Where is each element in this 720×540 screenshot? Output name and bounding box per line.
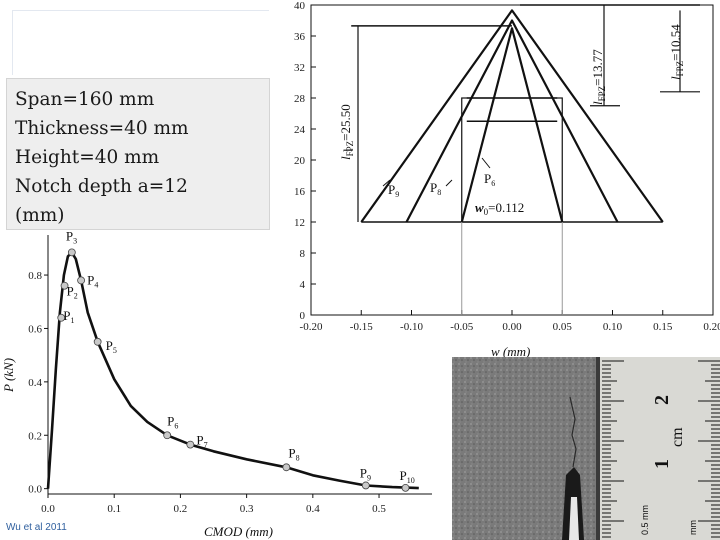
fpz-ytick-label: 4	[300, 279, 306, 291]
fpz-p8-pointer	[445, 179, 453, 187]
fpz-axes: -0.20 -0.15 -0.10 -0.05 0.00 0.05 0.10 0.15 0.20…	[294, 0, 720, 333]
fpz-ytick-label: 32	[294, 62, 305, 74]
pc-point-p2	[60, 281, 69, 290]
fpz-xtick-label: 0.00	[502, 321, 522, 333]
pc-point-label-p6: P6	[167, 413, 178, 430]
citation: Wu et al 2011	[6, 522, 67, 533]
height-label: Height=40 mm	[15, 147, 160, 168]
fpz-label-p8: P8	[430, 180, 441, 197]
fpz-series-p6	[460, 27, 564, 223]
load-cmod-curve	[46, 251, 419, 490]
ruler-label-cm: cm	[669, 427, 686, 447]
fpz-xtick-label: 0.10	[603, 321, 623, 333]
fpz-xtick-label: -0.20	[300, 321, 323, 333]
fpz-series-p9	[360, 9, 664, 223]
fpz-xlabel: w (mm)	[491, 344, 530, 359]
pc-point-p6	[163, 431, 172, 440]
fpz-series	[360, 9, 664, 223]
fpz-series-p8	[405, 19, 619, 223]
fpz-ytick-label: 40	[294, 0, 306, 12]
ruler-body	[600, 357, 720, 540]
ruler-label-mm: mm	[688, 520, 698, 535]
pc-point-p4	[77, 276, 86, 285]
ruler-label-half: 0.5 mm	[640, 505, 650, 535]
fpz-xtick-label: 0.15	[653, 321, 673, 333]
notch-inner	[569, 497, 579, 540]
pc-point-p8	[282, 463, 291, 472]
pc-point-p3	[67, 248, 76, 257]
load-cmod-axes: 0.0 0.1 0.2 0.3 0.4 0.5 0.0 0.2 0.4 0.6 0.8	[28, 235, 432, 515]
ruler-label-1: 1	[651, 459, 673, 469]
title-frame	[12, 10, 269, 75]
crack-line	[569, 396, 577, 468]
thickness-label: Thickness=40 mm	[15, 118, 189, 139]
fpz-ytick-label: 24	[294, 124, 306, 136]
pc-point-label-p9: P9	[360, 465, 371, 482]
pc-point-label-p4: P4	[87, 272, 98, 289]
fpz-label-p9: P9	[388, 182, 399, 199]
fpz-xtick-label: -0.05	[450, 321, 473, 333]
pc-xtick-label: 0.0	[41, 503, 55, 515]
load-cmod-xlabel: CMOD (mm)	[204, 524, 273, 539]
fpz-ytick-label: 8	[300, 248, 306, 260]
notch-unit-label: (mm)	[15, 205, 65, 226]
fpz-ytick-label: 36	[294, 31, 306, 43]
fpz-ytick-label: 16	[294, 186, 306, 198]
fpz-ytick-label: 28	[294, 93, 306, 105]
pc-ytick-label: 0.6	[28, 323, 42, 335]
notch-label: Notch depth a=12	[15, 176, 188, 197]
ruler-label-2: 2	[651, 395, 673, 405]
fpz-label-13: lFPZ=13.77	[590, 49, 607, 105]
pc-ytick-label: 0.8	[28, 270, 42, 282]
pc-xtick-label: 0.5	[372, 503, 386, 515]
fpz-label-25-l: l	[340, 148, 355, 152]
fpz-ytick-label: 20	[294, 155, 306, 167]
pc-curve-line	[46, 251, 419, 490]
pc-point-label-p3: P3	[66, 228, 77, 245]
pc-point-p9	[361, 481, 370, 490]
specimen-photo: 2 cm 1 0.5 mm mm	[452, 357, 720, 540]
pc-xtick-label: 0.4	[306, 503, 320, 515]
pc-ytick-label: 0.4	[28, 377, 42, 389]
pc-xtick-label: 0.2	[174, 503, 188, 515]
pc-point-p1	[57, 313, 66, 322]
pc-point-label-p7: P7	[196, 433, 207, 450]
fpz-xtick-label: -0.10	[400, 321, 423, 333]
fpz-ytick-label: 12	[294, 217, 305, 229]
specimen-photo-drawing: 2 cm 1 0.5 mm mm	[452, 357, 720, 540]
pc-ytick-label: 0.0	[28, 484, 42, 496]
pc-point-label-p10: P10	[400, 468, 415, 485]
pc-point-p7	[186, 440, 195, 449]
pc-point-label-p8: P8	[288, 445, 299, 462]
pc-ytick-label: 0.2	[28, 430, 42, 442]
fpz-xtick-label: -0.15	[350, 321, 373, 333]
fpz-xtick-label: 0.05	[553, 321, 573, 333]
fpz-p9-pointer	[382, 179, 391, 187]
load-cmod-points: P1 P2 P3 P4 P5 P6 P7 P8 P9 P10	[57, 228, 415, 492]
pc-point-label-p1: P1	[63, 308, 74, 325]
specimen-info-box: Span=160 mm Thickness=40 mm Height=40 mm…	[6, 78, 270, 230]
fpz-label-w0: w0=0.112	[475, 200, 524, 217]
fpz-label-p6: P6	[484, 171, 495, 188]
span-label: Span=160 mm	[15, 89, 155, 110]
ruler-shadow	[596, 357, 600, 540]
pc-xtick-label: 0.1	[107, 503, 121, 515]
fpz-ytick-label: 0	[300, 310, 306, 322]
fpz-label-25: lFPZ=25.50	[338, 104, 355, 160]
fpz-label-10: lFPZ=10.54	[668, 24, 685, 80]
load-cmod-ylabel: P (kN)	[1, 358, 16, 393]
ruler-ticks	[602, 360, 720, 538]
fpz-p6-pointer	[481, 157, 491, 169]
pc-point-label-p2: P2	[67, 284, 78, 301]
pc-xtick-label: 0.3	[240, 503, 254, 515]
fpz-xtick-label: 0.20	[703, 321, 720, 333]
pc-point-p5	[93, 337, 102, 346]
pc-point-label-p5: P5	[106, 338, 117, 355]
pc-point-p10	[401, 483, 410, 492]
